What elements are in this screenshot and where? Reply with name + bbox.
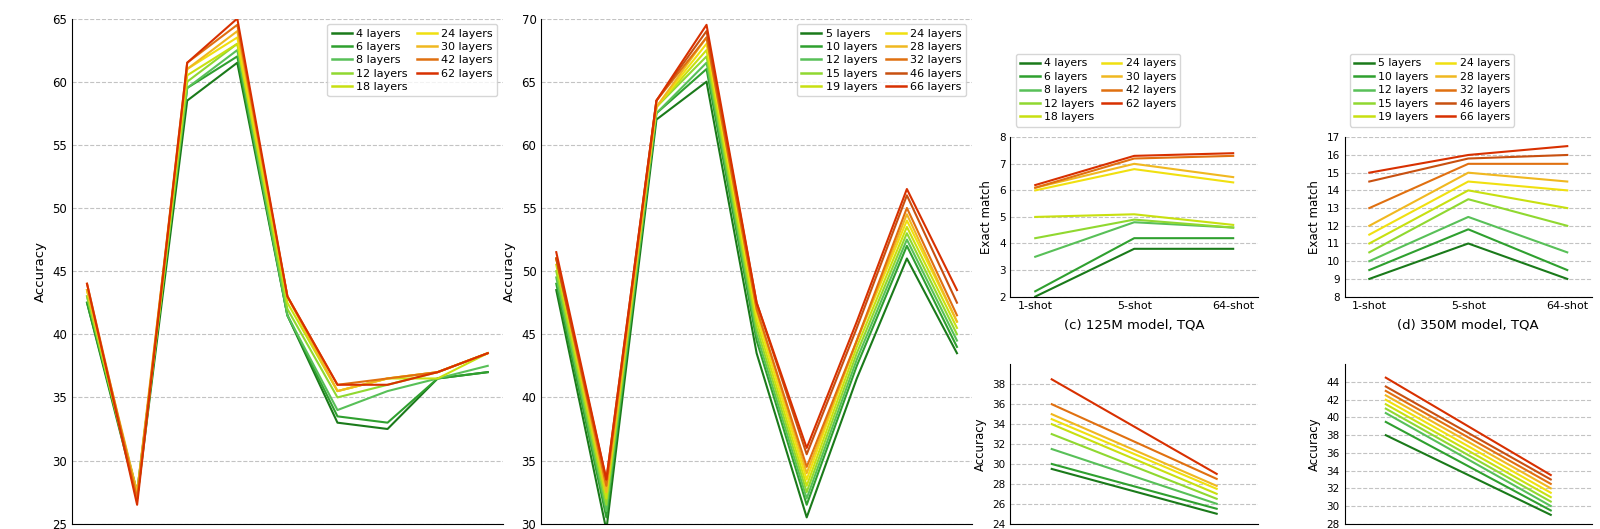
Y-axis label: Accuracy: Accuracy [1307, 417, 1322, 471]
Y-axis label: Exact match: Exact match [981, 180, 994, 254]
Text: (c) 125M model, TQA: (c) 125M model, TQA [1064, 319, 1205, 332]
Y-axis label: Accuracy: Accuracy [34, 241, 46, 302]
Y-axis label: Accuracy: Accuracy [502, 241, 515, 302]
Y-axis label: Exact match: Exact match [1307, 180, 1322, 254]
Legend: 5 layers, 10 layers, 12 layers, 15 layers, 19 layers, 24 layers, 28 layers, 32 l: 5 layers, 10 layers, 12 layers, 15 layer… [1350, 54, 1514, 126]
Text: (d) 350M model, TQA: (d) 350M model, TQA [1397, 319, 1539, 332]
Y-axis label: Accuracy: Accuracy [974, 417, 987, 471]
Legend: 4 layers, 6 layers, 8 layers, 12 layers, 18 layers, 24 layers, 30 layers, 42 lay: 4 layers, 6 layers, 8 layers, 12 layers,… [1016, 54, 1181, 126]
Legend: 5 layers, 10 layers, 12 layers, 15 layers, 19 layers, 24 layers, 28 layers, 32 l: 5 layers, 10 layers, 12 layers, 15 layer… [797, 24, 966, 96]
Legend: 4 layers, 6 layers, 8 layers, 12 layers, 18 layers, 24 layers, 30 layers, 42 lay: 4 layers, 6 layers, 8 layers, 12 layers,… [328, 24, 498, 96]
